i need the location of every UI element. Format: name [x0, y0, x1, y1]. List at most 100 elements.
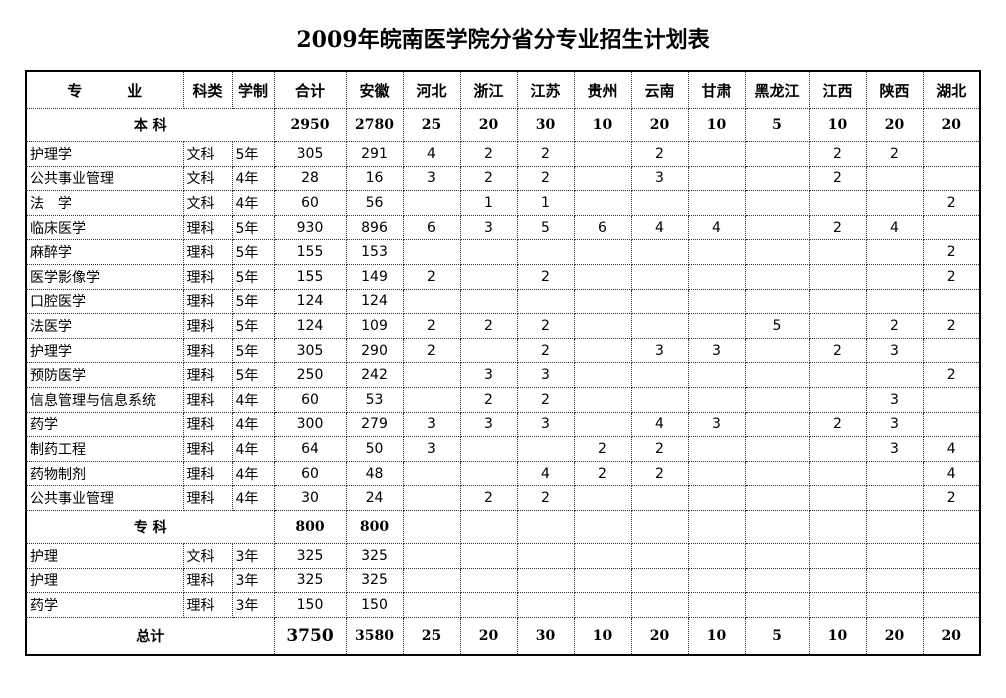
subject-type: 理科: [182, 386, 233, 413]
quota-cell: 56: [345, 190, 404, 216]
quota-cell: 6: [402, 214, 461, 241]
table-row: 公共事业管理 理科 4年 30 24 2 2 2: [25, 485, 981, 511]
quota-cell: [922, 386, 981, 413]
quota-cell: [687, 485, 746, 511]
quota-cell: [573, 313, 632, 339]
grand-total-cell: 5: [744, 616, 810, 656]
major-name: 药学: [25, 592, 184, 618]
quota-cell: [744, 542, 810, 569]
quota-cell: [573, 362, 632, 388]
quota-cell: 155: [273, 239, 347, 265]
subject-type: 理科: [182, 288, 233, 315]
table-row: 法医学 理科 5年 124 109 2 2 2 5 2 2: [25, 313, 981, 339]
quota-cell: [865, 542, 924, 569]
quota-cell: 325: [273, 542, 347, 569]
subject-type: 理科: [182, 239, 233, 265]
quota-cell: 124: [273, 288, 347, 315]
table-row: 麻醉学 理科 5年 155 153 2: [25, 239, 981, 265]
section-row: 本 科 2950 2780 25 20 30 10 20 10 5 10 20 20: [25, 108, 981, 142]
quota-cell: [687, 362, 746, 388]
duration: 4年: [231, 485, 275, 511]
quota-cell: [630, 592, 689, 618]
section-total-cell: [630, 509, 689, 544]
quota-cell: [744, 263, 810, 290]
table-row: 药物制剂 理科 4年 60 48 4 2 2 4: [25, 460, 981, 487]
duration: 4年: [231, 386, 275, 413]
table-row: 临床医学 理科 5年 930 896 6 3 5 6 4 4 2 4: [25, 214, 981, 241]
duration: 5年: [231, 263, 275, 290]
quota-cell: 250: [273, 362, 347, 388]
quota-cell: [573, 386, 632, 413]
quota-cell: [402, 239, 461, 265]
quota-cell: 242: [345, 362, 404, 388]
column-header: 安徽: [345, 70, 404, 109]
subject-type: 文科: [182, 190, 233, 216]
column-header: 甘肃: [687, 70, 746, 109]
quota-cell: [459, 337, 518, 364]
table-row: 制药工程 理科 4年 64 50 3 2 2 3 4: [25, 436, 981, 462]
enrollment-plan-table: 专 业科类 学制 合计 安徽 河北 浙江 江苏 贵州 云南 甘肃 黑龙江 江西 陕西 湖北本 科 2950 2…: [25, 70, 981, 656]
section-label: 本 科: [25, 108, 275, 142]
quota-cell: [808, 542, 867, 569]
quota-cell: 300: [273, 411, 347, 438]
quota-cell: 2: [459, 313, 518, 339]
section-total-cell: [744, 509, 810, 544]
quota-cell: [630, 362, 689, 388]
quota-cell: [687, 141, 746, 167]
subject-type: 理科: [182, 436, 233, 462]
major-name: 公共事业管理: [25, 485, 184, 511]
major-name: 法医学: [25, 313, 184, 339]
grand-total-cell: 10: [808, 616, 867, 656]
duration: 3年: [231, 567, 275, 594]
quota-cell: [630, 485, 689, 511]
quota-cell: [808, 386, 867, 413]
quota-cell: [744, 411, 810, 438]
quota-cell: [630, 313, 689, 339]
section-total-cell: [865, 509, 924, 544]
quota-cell: [573, 263, 632, 290]
quota-cell: 2: [808, 165, 867, 192]
grand-total-cell: 20: [630, 616, 689, 656]
quota-cell: [459, 288, 518, 315]
quota-cell: [744, 239, 810, 265]
quota-cell: [402, 592, 461, 618]
quota-cell: [808, 436, 867, 462]
column-header: 合计: [273, 70, 347, 109]
quota-cell: [459, 567, 518, 594]
table-row: 护理学 理科 5年 305 290 2 2 3 3 2 3: [25, 337, 981, 364]
quota-cell: [573, 411, 632, 438]
quota-cell: 4: [922, 460, 981, 487]
quota-cell: [922, 288, 981, 315]
quota-cell: 2: [808, 411, 867, 438]
quota-cell: [808, 460, 867, 487]
duration: 5年: [231, 362, 275, 388]
quota-cell: [402, 386, 461, 413]
quota-cell: [687, 239, 746, 265]
quota-cell: [744, 485, 810, 511]
duration: 4年: [231, 460, 275, 487]
quota-cell: [865, 263, 924, 290]
quota-cell: [573, 165, 632, 192]
column-header: 江苏: [516, 70, 575, 109]
major-name: 护理学: [25, 141, 184, 167]
column-header: 贵州: [573, 70, 632, 109]
quota-cell: [687, 436, 746, 462]
quota-cell: 48: [345, 460, 404, 487]
quota-cell: [630, 542, 689, 569]
column-header: 河北: [402, 70, 461, 109]
quota-cell: [687, 190, 746, 216]
quota-cell: [744, 592, 810, 618]
quota-cell: 305: [273, 141, 347, 167]
section-total-cell: 30: [516, 108, 575, 142]
grand-total-cell: 20: [459, 616, 518, 656]
duration: 3年: [231, 542, 275, 569]
quota-cell: [808, 362, 867, 388]
duration: 3年: [231, 592, 275, 618]
quota-cell: [865, 239, 924, 265]
quota-cell: [630, 288, 689, 315]
quota-cell: 2: [516, 386, 575, 413]
section-total-cell: 25: [402, 108, 461, 142]
subject-type: 理科: [182, 592, 233, 618]
subject-type: 理科: [182, 567, 233, 594]
column-header: 陕西: [865, 70, 924, 109]
